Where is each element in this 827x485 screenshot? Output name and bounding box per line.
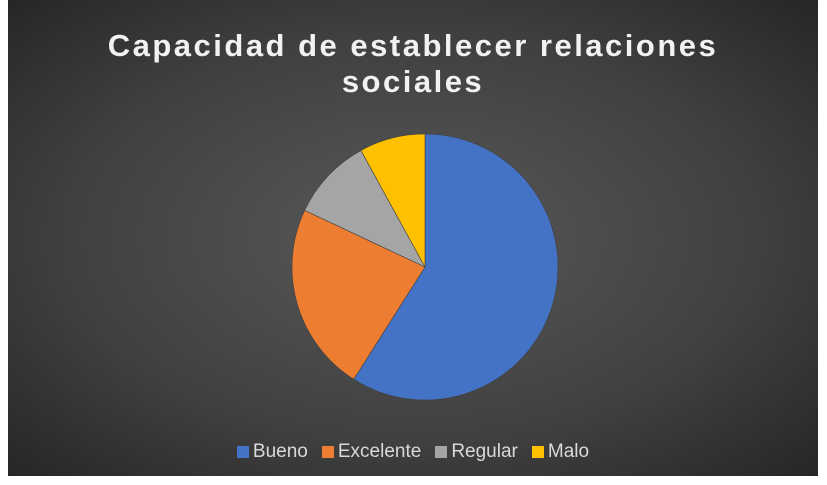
pie-slice <box>291 209 426 380</box>
legend-swatch <box>321 446 334 458</box>
legend-swatch <box>531 446 544 458</box>
legend-label: Bueno <box>252 441 308 462</box>
legend-item: Bueno <box>236 441 308 463</box>
legend-label: Malo <box>547 441 590 462</box>
legend-item: Malo <box>531 441 590 463</box>
legend-label: Excelente <box>337 441 422 462</box>
chart: Capacidad de establecer relaciones socia… <box>8 0 818 476</box>
legend-label: Regular <box>451 441 518 462</box>
legend-swatch <box>435 446 448 458</box>
pie-slice <box>353 133 559 401</box>
pie-area <box>291 133 559 401</box>
chart-title: Capacidad de establecer relaciones socia… <box>107 28 719 99</box>
legend-item: Excelente <box>321 441 422 463</box>
legend-swatch <box>236 446 249 458</box>
legend-item: Regular <box>435 441 518 463</box>
legend: Bueno Excelente Regular Malo <box>8 441 818 463</box>
pie-slice <box>360 133 426 268</box>
pie-slice <box>304 150 426 268</box>
